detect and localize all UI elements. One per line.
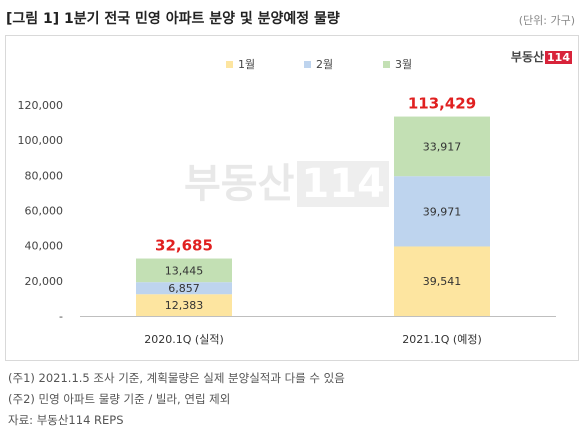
bar-total-label: 113,429 — [408, 95, 476, 113]
legend-swatch-2 — [304, 61, 311, 68]
footnote-1: (주1) 2021.1.5 조사 기준, 계획물량은 실제 분양실적과 다를 수… — [8, 371, 345, 385]
bar-value-label: 12,383 — [165, 299, 204, 312]
bar-total-label: 32,685 — [155, 237, 213, 255]
bar-value-label: 39,541 — [423, 275, 462, 288]
y-tick-label: 80,000 — [25, 169, 64, 182]
bar-segment-2-2 — [394, 176, 490, 247]
unit-label: (단위: 가구) — [518, 14, 575, 27]
bar-value-label: 39,971 — [423, 205, 462, 218]
y-tick-label: - — [59, 310, 63, 323]
logo-number: 114 — [545, 51, 572, 64]
bar-value-label: 33,917 — [423, 140, 462, 153]
brand-logo: 부동산 114 — [511, 48, 572, 65]
legend-label-3: 3월 — [395, 58, 412, 71]
x-category-label: 2021.1Q (예정) — [402, 333, 481, 346]
y-tick-label: 20,000 — [25, 275, 64, 288]
bar-segment-1-1 — [136, 294, 232, 316]
chart-title: [그림 1] 1분기 전국 민영 아파트 분양 및 분양예정 물량 — [6, 11, 340, 27]
bar-segment-1-2 — [136, 282, 232, 295]
legend-swatch-3 — [383, 61, 390, 68]
y-tick-label: 120,000 — [18, 99, 64, 112]
bar-value-label: 6,857 — [168, 282, 200, 295]
source-note: 자료: 부동산114 REPS — [8, 413, 124, 427]
legend-label-1: 1월 — [238, 58, 255, 71]
y-tick-label: 100,000 — [18, 134, 64, 147]
footnote-2: (주2) 민영 아파트 물량 기준 / 빌라, 연립 제외 — [8, 392, 231, 406]
watermark-logo: 부동산 114 — [184, 151, 389, 209]
bar-value-label: 13,445 — [165, 264, 204, 277]
watermark-number: 114 — [297, 161, 389, 207]
chart-frame — [5, 35, 579, 361]
bar-segment-1-3 — [136, 258, 232, 283]
bar-segment-2-1 — [394, 246, 490, 316]
y-tick-label: 60,000 — [25, 205, 64, 218]
legend-label-2: 2월 — [316, 58, 333, 71]
footnotes: (주1) 2021.1.5 조사 기준, 계획물량은 실제 분양실적과 다를 수… — [8, 368, 345, 431]
bar-segment-2-3 — [394, 116, 490, 177]
x-category-label: 2020.1Q (실적) — [144, 333, 223, 346]
watermark-text: 부동산 — [184, 161, 295, 207]
y-tick-label: 40,000 — [25, 240, 64, 253]
logo-text: 부동산 — [510, 50, 545, 64]
legend-swatch-1 — [226, 61, 233, 68]
